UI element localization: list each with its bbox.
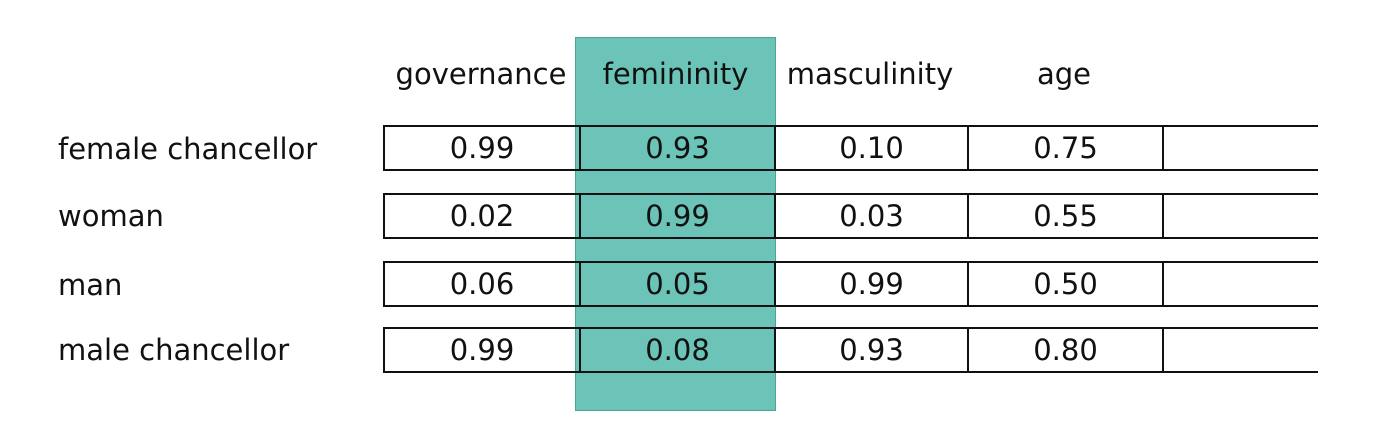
table-cell: 0.50 xyxy=(969,263,1164,305)
table-cell: 0.10 xyxy=(776,127,969,169)
table-cell: 0.55 xyxy=(969,195,1164,237)
table-cell-highlighted: 0.05 xyxy=(581,263,776,305)
table-cell xyxy=(1164,263,1318,305)
table-row: 0.06 0.05 0.99 0.50 xyxy=(383,261,1318,307)
table-cell: 0.75 xyxy=(969,127,1164,169)
table-cell: 0.99 xyxy=(385,329,581,371)
column-header-masculinity: masculinity xyxy=(786,57,954,91)
table-cell: 0.99 xyxy=(385,127,581,169)
table-cell: 0.93 xyxy=(776,329,969,371)
table-cell-highlighted: 0.99 xyxy=(581,195,776,237)
table-cell: 0.99 xyxy=(776,263,969,305)
row-label-male-chancellor: male chancellor xyxy=(58,333,290,367)
table-cell: 0.06 xyxy=(385,263,581,305)
table-row: 0.99 0.93 0.10 0.75 xyxy=(383,125,1318,171)
table-cell-highlighted: 0.93 xyxy=(581,127,776,169)
table-cell: 0.02 xyxy=(385,195,581,237)
row-label-woman: woman xyxy=(58,199,164,233)
table-row: 0.99 0.08 0.93 0.80 xyxy=(383,327,1318,373)
table-cell: 0.80 xyxy=(969,329,1164,371)
table-cell: 0.03 xyxy=(776,195,969,237)
table-row: 0.02 0.99 0.03 0.55 xyxy=(383,193,1318,239)
table-cell xyxy=(1164,127,1318,169)
column-header-governance: governance xyxy=(395,57,567,91)
table-cell xyxy=(1164,195,1318,237)
column-header-femininity: femininity xyxy=(602,57,749,91)
table-cell-highlighted: 0.08 xyxy=(581,329,776,371)
row-label-female-chancellor: female chancellor xyxy=(58,132,318,166)
table-cell xyxy=(1164,329,1318,371)
column-header-age: age xyxy=(1036,57,1092,91)
row-label-man: man xyxy=(58,268,123,302)
